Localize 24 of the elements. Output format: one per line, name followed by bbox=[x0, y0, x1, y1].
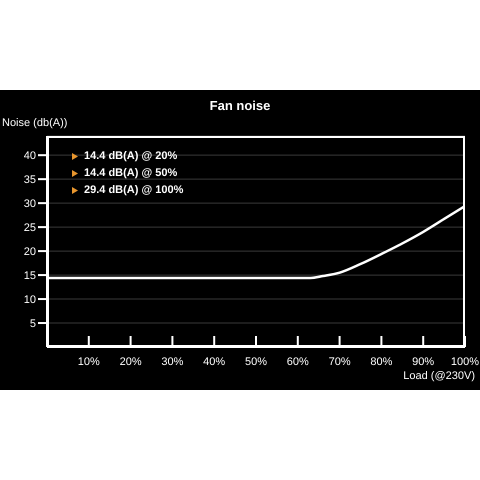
x-tick-label: 90% bbox=[412, 356, 434, 368]
y-tick-label: 10 bbox=[24, 294, 36, 306]
y-tick-label: 20 bbox=[24, 246, 36, 258]
y-tick-label: 35 bbox=[24, 174, 36, 186]
x-tick-label: 70% bbox=[328, 356, 351, 368]
annotation: 14.4 dB(A) @ 50% bbox=[84, 167, 178, 179]
annotation: 14.4 dB(A) @ 20% bbox=[84, 150, 178, 162]
x-tick-label: 20% bbox=[120, 356, 142, 368]
y-tick-label: 40 bbox=[24, 150, 36, 162]
x-axis-title: Load (@230V) bbox=[403, 370, 475, 382]
y-axis-title: Noise (db(A)) bbox=[2, 117, 68, 129]
x-tick-label: 80% bbox=[370, 356, 393, 368]
x-tick-label: 30% bbox=[161, 356, 184, 368]
x-tick-label: 100% bbox=[450, 356, 480, 368]
y-tick-label: 30 bbox=[24, 198, 36, 210]
x-tick-label: 10% bbox=[78, 356, 100, 368]
y-tick-label: 5 bbox=[30, 318, 36, 330]
x-tick-label: 50% bbox=[244, 356, 268, 368]
x-tick-label: 40% bbox=[203, 356, 226, 368]
y-tick-label: 15 bbox=[24, 270, 36, 282]
chart-title: Fan noise bbox=[208, 98, 272, 113]
x-tick-label: 60% bbox=[286, 356, 310, 368]
annotation: 29.4 dB(A) @ 100% bbox=[84, 184, 184, 196]
y-tick-label: 25 bbox=[24, 222, 36, 234]
